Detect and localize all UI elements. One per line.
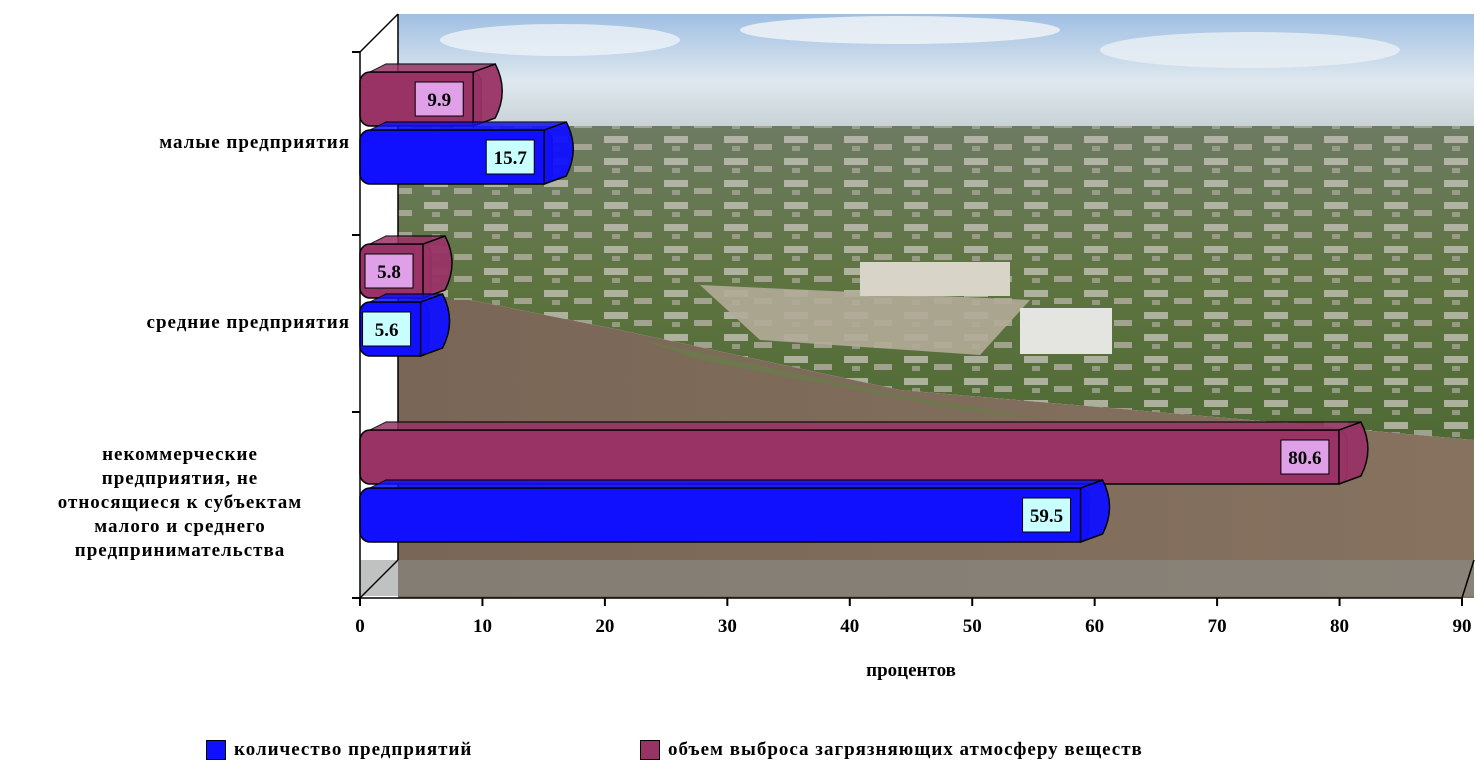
x-tick-label-60: 60 [1085, 616, 1104, 637]
bar-count-2-body [359, 487, 1090, 543]
legend-swatch-count [206, 740, 226, 760]
bar-count-2-value-label: 59.5 [1030, 506, 1063, 527]
bar-count-1-cap [419, 293, 451, 358]
bar-count-0-cap [543, 121, 574, 186]
bar-count-2: 59.5 [359, 479, 1111, 544]
legend-swatch-emission [640, 740, 660, 760]
bar-count-2-label-box [1022, 497, 1072, 533]
bar-emission-2-top [369, 421, 1362, 431]
bar-count-1-value-label: 5.6 [375, 320, 399, 341]
bar-emission-2-body [359, 429, 1348, 485]
bar-emission-1-cap [422, 235, 453, 300]
bar-count-2-top [369, 479, 1103, 489]
x-tick-label-40: 40 [840, 616, 859, 637]
bar-emission-0: 9.9 [359, 63, 503, 128]
x-tick-label-80: 80 [1330, 616, 1349, 637]
category-ticks [352, 51, 360, 599]
x-tick-label-0: 0 [355, 616, 365, 637]
category-label-2-line-2: относящиеся к субъектам [57, 492, 303, 513]
category-label-1: средние предприятия [10, 311, 350, 335]
x-tick-label-10: 10 [473, 616, 492, 637]
category-label-2-line-4: предпринимательства [74, 540, 286, 561]
category-label-2-line-3: малого и среднего [94, 516, 266, 537]
x-axis-ticks: 0 10 20 30 40 50 60 70 80 90 [355, 598, 1472, 637]
bar-count-1-label-box [362, 311, 412, 347]
bar-emission-0-value-label: 9.9 [427, 90, 451, 111]
bar-emission-2-value-label: 80.6 [1288, 448, 1321, 469]
x-tick-label-20: 20 [595, 616, 614, 637]
legend-label-emission: объем выброса загрязняющих атмосферу вещ… [668, 739, 1143, 760]
x-tick-label-90: 90 [1453, 616, 1472, 637]
x-tick-label-30: 30 [718, 616, 737, 637]
category-label-2-line-0: некоммерческие [102, 444, 258, 465]
category-label-1-line-0: средние предприятия [146, 312, 350, 333]
category-label-0-line-0: малые предприятия [159, 132, 350, 153]
bar-emission-1-top [369, 235, 446, 245]
bar-emission-1-label-box [364, 253, 414, 289]
bar-count-1-top [369, 293, 443, 303]
legend-item-emission: объем выброса загрязняющих атмосферу вещ… [640, 736, 1143, 764]
x-tick-label-70: 70 [1208, 616, 1227, 637]
category-label-2: некоммерческие предприятия, не относящиеся… [10, 443, 350, 563]
bar-emission-0-cap [472, 63, 503, 128]
bar-emission-0-label-box [414, 81, 464, 117]
bar-emission-1-value-label: 5.8 [377, 262, 401, 283]
bar-emission-2: 80.6 [359, 421, 1369, 486]
bar-emission-0-top [369, 63, 496, 73]
bar-emission-2-cap [1338, 421, 1369, 486]
bars-group: 9.9 15.7 5.8 5.6 80.6 59.5 [359, 63, 1369, 544]
category-label-0: малые предприятия [10, 131, 350, 155]
x-axis-title: процентов [866, 660, 956, 681]
bar-emission-2-label-box [1280, 439, 1330, 475]
category-label-2-line-1: предприятия, не [101, 468, 259, 489]
x-tick-label-50: 50 [963, 616, 982, 637]
bar-count-1: 5.6 [359, 293, 451, 358]
bar-count-0-value-label: 15.7 [494, 148, 528, 169]
background-photo [360, 14, 1474, 598]
bar-count-0-top [369, 121, 567, 131]
bar-count-0-label-box [485, 139, 535, 175]
bar-count-2-cap [1079, 479, 1111, 544]
legend-label-count: количество предприятий [234, 739, 473, 760]
legend-item-count: количество предприятий [206, 736, 472, 764]
bar-count-0: 15.7 [359, 121, 574, 186]
bar-emission-1: 5.8 [359, 235, 453, 300]
